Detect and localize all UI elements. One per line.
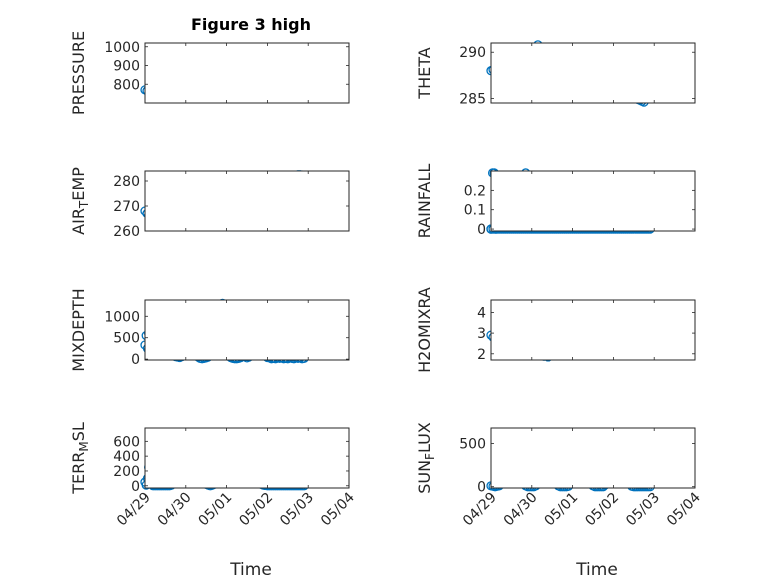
terr_msl-ylabel: TERRMSL — [69, 422, 91, 495]
air_temp-ylabel: AIRTEMP — [69, 167, 91, 235]
subplot-rainfall: 0 0.1 0.2 RAINFALL — [415, 164, 696, 239]
pressure-axes-frame — [144, 42, 350, 104]
terr_msl-ytick-label: 200 — [113, 464, 140, 480]
mixdepth-axes-frame — [144, 299, 350, 361]
theta-ytick-label: 285 — [459, 91, 486, 107]
rainfall-ylabel: RAINFALL — [415, 164, 434, 239]
terr_msl-ytick-label: 400 — [113, 449, 140, 465]
rainfall-ytick-label: 0.2 — [464, 183, 486, 199]
theta-axes-frame — [490, 42, 696, 104]
pressure-ytick-label: 800 — [113, 77, 140, 93]
mixdepth-ytick-label: 500 — [113, 331, 140, 347]
mixdepth-ytick-label: 0 — [131, 352, 140, 368]
subplot-mixdepth: 0 500 1000 MIXDEPTH — [69, 288, 350, 372]
h2omixra-axes-frame — [490, 299, 696, 361]
rainfall-axes-frame — [490, 170, 696, 232]
sun_flux-ytick-label: 500 — [459, 437, 486, 453]
theta-ylabel: THETA — [415, 47, 434, 99]
h2omixra-ytick-label: 4 — [477, 305, 486, 321]
subplot-h2omixra: 2 3 4 H2OMIXRA — [415, 287, 696, 373]
mixdepth-ylabel: MIXDEPTH — [69, 288, 88, 371]
subplot-air_temp: 260 270 280 AIRTEMP — [69, 167, 350, 240]
sun_flux-ytick-label: 0 — [477, 480, 486, 496]
rainfall-ytick-label: 0 — [477, 222, 486, 238]
terr_msl-ytick-label: 600 — [113, 434, 140, 450]
terr_msl-axes-frame — [144, 427, 350, 489]
rainfall-ytick-label: 0.1 — [464, 203, 486, 219]
subplot-theta: 285 290 THETA — [415, 40, 696, 107]
terr_msl-xlabel: Time — [229, 560, 272, 580]
mixdepth-ytick-label: 1000 — [104, 309, 140, 325]
sun_flux-xlabel: Time — [575, 560, 618, 580]
air_temp-axes-frame — [144, 170, 350, 232]
sun_flux-axes-frame — [490, 427, 696, 489]
h2omixra-ytick-label: 3 — [477, 326, 486, 342]
pressure-ytick-label: 900 — [113, 59, 140, 75]
terr_msl-ytick-label: 0 — [131, 479, 140, 495]
theta-ytick-label: 290 — [459, 45, 486, 61]
pressure-ylabel: PRESSURE — [69, 31, 88, 115]
subplot-pressure: 800 900 1000 PRESSURE — [69, 31, 350, 115]
air_temp-ytick-label: 280 — [113, 174, 140, 190]
air_temp-ytick-label: 260 — [113, 224, 140, 240]
air_temp-ytick-label: 270 — [113, 199, 140, 215]
sun_flux-ylabel: SUNFLUX — [415, 422, 437, 494]
figure-title: Figure 3 high — [191, 15, 311, 34]
pressure-ytick-label: 1000 — [104, 40, 140, 56]
h2omixra-ylabel: H2OMIXRA — [415, 287, 434, 373]
h2omixra-ytick-label: 2 — [477, 347, 486, 363]
